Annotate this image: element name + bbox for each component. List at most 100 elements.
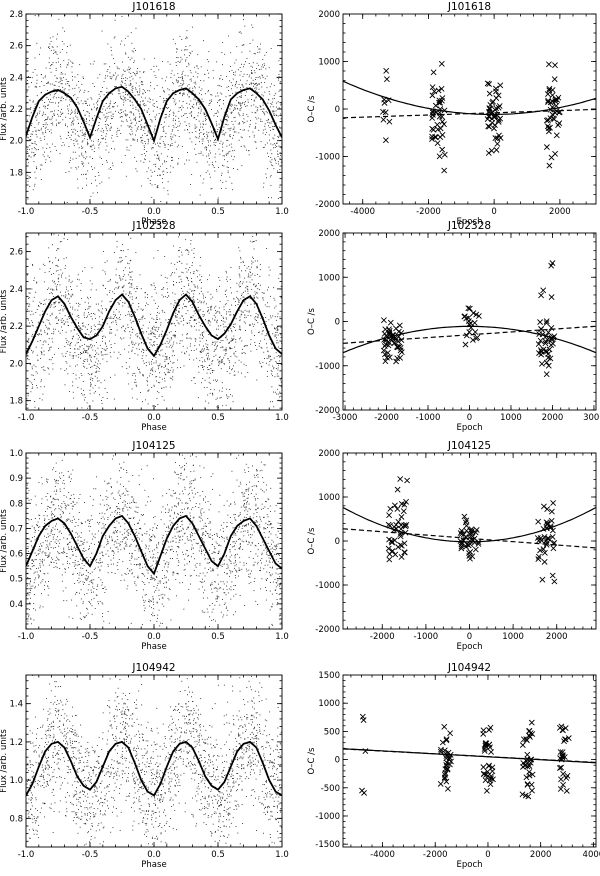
data-point — [117, 90, 119, 92]
data-point — [167, 107, 169, 109]
data-point — [221, 174, 222, 176]
data-point — [87, 142, 88, 144]
data-point — [110, 93, 112, 94]
data-point — [262, 102, 264, 104]
data-point — [72, 123, 74, 124]
data-point — [227, 153, 229, 155]
data-point — [253, 323, 255, 325]
data-point — [238, 31, 240, 33]
data-point — [127, 139, 129, 141]
data-point — [246, 345, 248, 347]
data-point — [226, 119, 228, 121]
axes-frame — [25, 13, 283, 205]
data-point — [67, 321, 69, 323]
data-point — [215, 145, 216, 146]
data-point — [223, 309, 225, 311]
data-point — [154, 57, 155, 59]
data-point — [112, 74, 114, 76]
data-point — [182, 107, 184, 109]
data-point — [272, 98, 274, 100]
data-point — [243, 321, 245, 323]
data-point — [46, 96, 48, 98]
data-point — [142, 310, 144, 311]
data-point — [255, 316, 256, 318]
data-point — [222, 155, 224, 157]
data-point — [137, 354, 139, 356]
data-point — [262, 147, 264, 148]
data-point — [157, 351, 159, 353]
data-point — [136, 122, 137, 124]
data-point — [145, 92, 146, 93]
y-tick-label: 2.0 — [9, 359, 23, 369]
data-point — [29, 303, 31, 305]
data-point — [256, 291, 258, 293]
data-point — [252, 273, 253, 275]
data-point — [230, 66, 231, 67]
data-point — [176, 146, 178, 148]
data-point — [124, 113, 126, 115]
data-point — [190, 184, 191, 185]
data-point — [186, 49, 188, 51]
data-point — [238, 132, 240, 134]
data-point — [201, 382, 202, 384]
data-point — [197, 76, 198, 78]
data-point — [142, 93, 144, 95]
data-point — [117, 357, 119, 359]
data-point — [95, 289, 97, 291]
oc-points — [380, 260, 558, 378]
data-point — [189, 52, 191, 53]
data-point — [42, 133, 44, 135]
data-point — [241, 89, 243, 91]
data-point — [186, 306, 187, 308]
data-point — [36, 282, 37, 284]
data-point — [239, 67, 241, 68]
data-point — [72, 124, 74, 126]
data-point — [27, 351, 29, 353]
data-point — [246, 74, 248, 75]
data-point — [77, 274, 79, 276]
data-point — [185, 60, 186, 62]
data-point — [164, 342, 166, 344]
y-tick-label: -2000 — [315, 200, 340, 210]
data-point — [48, 359, 50, 361]
data-point — [142, 349, 144, 351]
data-point — [206, 303, 207, 305]
data-point — [234, 104, 236, 106]
data-point — [28, 155, 30, 156]
data-point — [130, 283, 132, 285]
data-point — [43, 111, 44, 113]
data-point — [220, 362, 222, 364]
data-point — [122, 95, 124, 97]
data-point — [244, 322, 246, 324]
data-point — [210, 389, 212, 390]
data-point — [268, 98, 270, 100]
data-point — [173, 245, 174, 247]
data-point — [45, 324, 46, 326]
data-point — [120, 43, 121, 45]
data-point — [150, 137, 152, 139]
data-point — [45, 161, 46, 163]
data-point — [194, 325, 195, 327]
data-point — [61, 330, 63, 331]
data-point — [209, 324, 211, 326]
data-point — [220, 92, 222, 94]
data-point — [40, 129, 42, 131]
data-point — [161, 378, 163, 380]
data-point — [209, 382, 211, 384]
data-point — [210, 368, 212, 369]
data-point — [152, 345, 153, 347]
data-point — [62, 308, 64, 310]
data-point — [249, 50, 251, 52]
data-point — [53, 281, 55, 283]
data-point — [75, 115, 77, 117]
data-point — [156, 344, 158, 345]
data-point — [74, 348, 76, 350]
data-point — [46, 124, 48, 126]
data-point — [202, 365, 203, 366]
data-point — [162, 171, 164, 173]
data-point — [121, 250, 123, 252]
data-point — [148, 97, 150, 99]
data-point — [50, 151, 52, 153]
data-point — [219, 357, 220, 358]
data-point — [253, 248, 255, 250]
